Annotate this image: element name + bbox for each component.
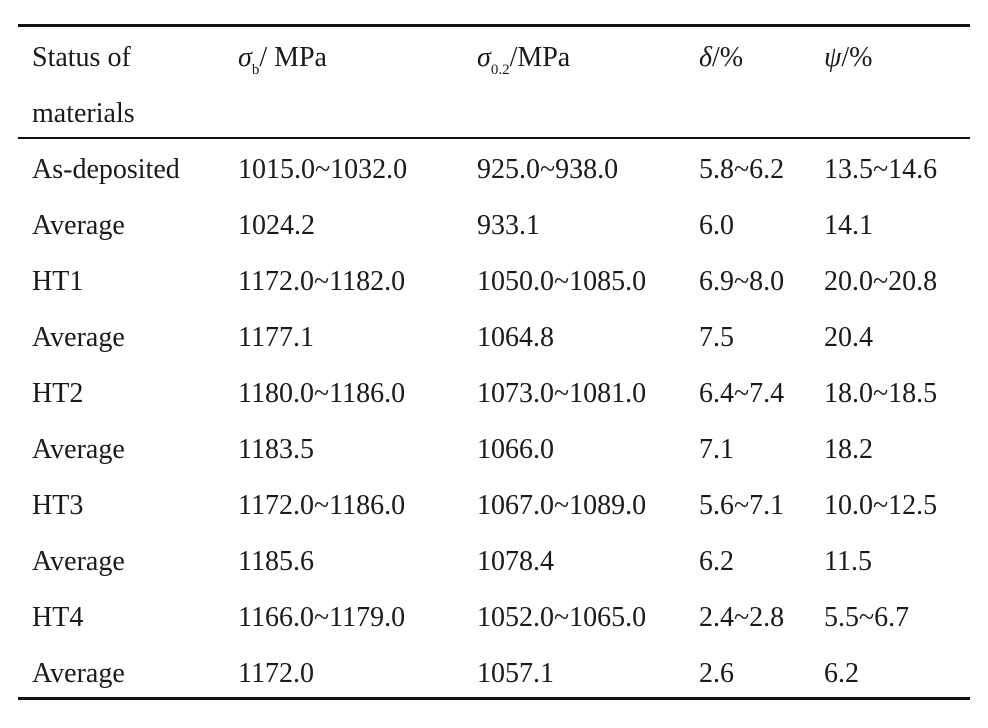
- cell-elongation: 6.0: [699, 210, 734, 241]
- cell-tensile-strength: 1183.5: [238, 434, 314, 465]
- cell-tensile-strength: 1185.6: [238, 546, 314, 577]
- cell-elongation: 5.6~7.1: [699, 490, 785, 521]
- cell-yield-strength: 1066.0: [477, 434, 554, 465]
- cell-status: HT4: [32, 602, 84, 633]
- cell-tensile-strength: 1177.1: [238, 322, 314, 353]
- cell-status: As-deposited: [32, 154, 180, 185]
- cell-elongation: 7.1: [699, 434, 734, 465]
- cell-yield-strength: 1067.0~1089.0: [477, 490, 647, 521]
- cell-status: HT3: [32, 490, 84, 521]
- cell-yield-strength: 1057.1: [477, 658, 554, 689]
- table-top-rule: [18, 24, 970, 27]
- cell-status: Average: [32, 658, 125, 689]
- cell-yield-strength: 1050.0~1085.0: [477, 266, 647, 297]
- cell-area-reduction: 10.0~12.5: [824, 490, 938, 521]
- cell-yield-strength: 1073.0~1081.0: [477, 378, 647, 409]
- cell-elongation: 2.4~2.8: [699, 602, 785, 633]
- cell-tensile-strength: 1172.0: [238, 658, 314, 689]
- cell-tensile-strength: 1166.0~1179.0: [238, 602, 406, 633]
- cell-yield-strength: 933.1: [477, 210, 540, 241]
- header-elongation: δ/%: [699, 42, 744, 73]
- cell-tensile-strength: 1180.0~1186.0: [238, 378, 406, 409]
- cell-area-reduction: 14.1: [824, 210, 873, 241]
- table-header-rule: [18, 137, 970, 139]
- cell-tensile-strength: 1172.0~1182.0: [238, 266, 406, 297]
- cell-elongation: 2.6: [699, 658, 734, 689]
- cell-area-reduction: 11.5: [824, 546, 872, 577]
- cell-elongation: 5.8~6.2: [699, 154, 785, 185]
- header-status-line2: materials: [32, 98, 135, 129]
- cell-elongation: 6.4~7.4: [699, 378, 785, 409]
- cell-elongation: 6.2: [699, 546, 734, 577]
- cell-area-reduction: 18.0~18.5: [824, 378, 938, 409]
- cell-area-reduction: 18.2: [824, 434, 873, 465]
- cell-area-reduction: 5.5~6.7: [824, 602, 910, 633]
- cell-area-reduction: 20.4: [824, 322, 873, 353]
- cell-status: HT2: [32, 378, 84, 409]
- cell-yield-strength: 925.0~938.0: [477, 154, 619, 185]
- header-tensile-strength: σb/ MPa: [238, 42, 327, 78]
- cell-yield-strength: 1052.0~1065.0: [477, 602, 647, 633]
- cell-status: Average: [32, 546, 125, 577]
- cell-status: Average: [32, 322, 125, 353]
- cell-elongation: 6.9~8.0: [699, 266, 785, 297]
- cell-area-reduction: 13.5~14.6: [824, 154, 938, 185]
- header-area-reduction: ψ/%: [824, 42, 873, 73]
- table-bottom-rule: [18, 697, 970, 700]
- cell-status: Average: [32, 210, 125, 241]
- header-status-line1: Status of: [32, 42, 131, 73]
- cell-tensile-strength: 1015.0~1032.0: [238, 154, 408, 185]
- cropped-table-caption: [0, 0, 400, 8]
- cell-yield-strength: 1078.4: [477, 546, 554, 577]
- cell-status: HT1: [32, 266, 84, 297]
- cell-yield-strength: 1064.8: [477, 322, 554, 353]
- cell-status: Average: [32, 434, 125, 465]
- cell-tensile-strength: 1024.2: [238, 210, 315, 241]
- cell-elongation: 7.5: [699, 322, 734, 353]
- header-yield-strength: σ0.2/MPa: [477, 42, 571, 78]
- cell-tensile-strength: 1172.0~1186.0: [238, 490, 406, 521]
- cell-area-reduction: 20.0~20.8: [824, 266, 938, 297]
- cell-area-reduction: 6.2: [824, 658, 859, 689]
